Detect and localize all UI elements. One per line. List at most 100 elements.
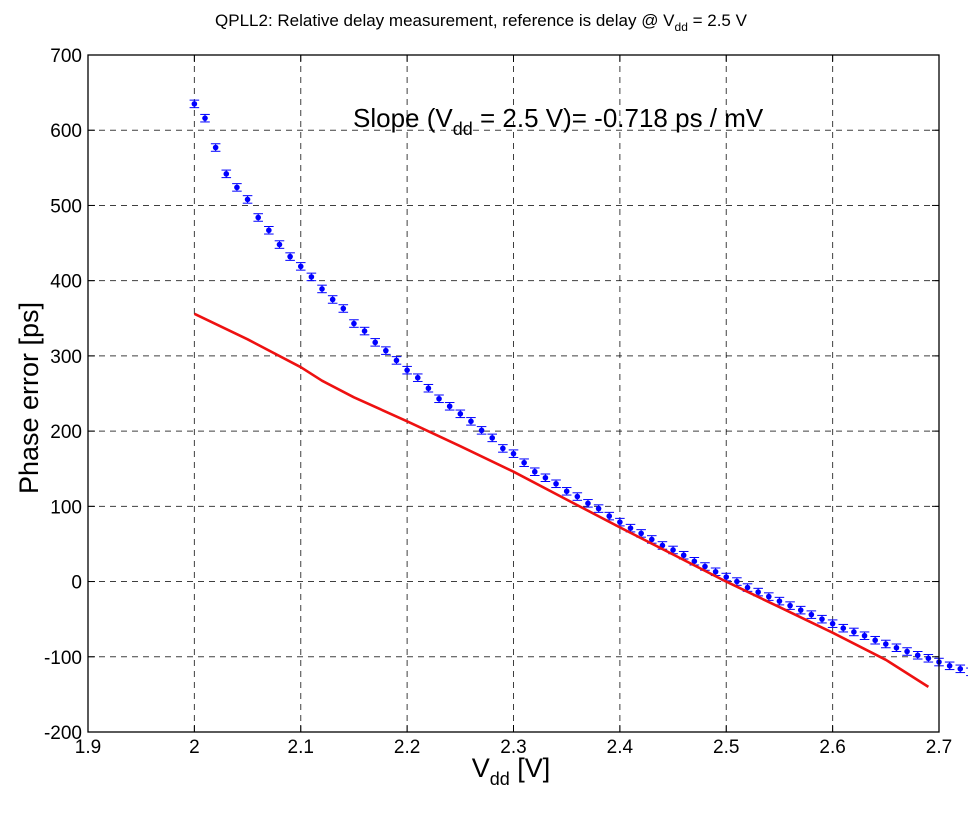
marker [776, 598, 783, 604]
data-point [923, 654, 934, 663]
x-tick-label: 2.5 [713, 737, 739, 758]
marker [585, 500, 591, 507]
data-point [285, 252, 295, 261]
data-point [540, 473, 551, 483]
y-tick-label: 200 [50, 422, 82, 443]
marker [808, 611, 815, 618]
y-tick-label: 600 [50, 121, 82, 142]
data-point [423, 383, 434, 393]
data-point [338, 304, 349, 313]
data-point [668, 545, 678, 555]
marker [787, 602, 793, 609]
y-tick-label: 400 [50, 272, 82, 293]
data-point [253, 213, 263, 222]
marker [383, 347, 389, 354]
marker [276, 241, 283, 248]
marker [468, 418, 474, 425]
data-point [551, 479, 561, 489]
marker [414, 374, 421, 381]
data-point [572, 492, 583, 501]
marker [755, 589, 761, 595]
data-point [625, 523, 636, 533]
slope-annotation: Slope (Vdd = 2.5 V)= -0.718 ps / mV [353, 103, 764, 139]
plot-series [189, 99, 968, 688]
data-point [838, 623, 849, 633]
data-point [498, 444, 508, 453]
data-point [306, 272, 317, 282]
marker [744, 584, 751, 591]
marker [393, 357, 400, 364]
data-point [944, 661, 955, 671]
x-axis-label: Vdd [V] [472, 753, 551, 789]
marker [531, 468, 538, 475]
x-tick-label: 1.9 [75, 737, 101, 758]
marker [234, 184, 240, 191]
data-point [370, 338, 380, 347]
marker [202, 115, 208, 121]
marker [574, 493, 581, 500]
data-point [710, 567, 721, 577]
x-tick-label: 2.3 [500, 737, 526, 758]
data-point [785, 601, 795, 610]
data-point [359, 326, 370, 336]
data-point [636, 529, 646, 538]
data-point [466, 417, 476, 426]
marker [361, 328, 368, 334]
data-point [412, 373, 423, 382]
marker [319, 286, 325, 292]
marker [212, 144, 219, 151]
data-point [232, 183, 242, 192]
data-point [912, 651, 923, 660]
marker [766, 593, 772, 600]
marker [723, 574, 730, 580]
data-point [200, 113, 210, 123]
marker [521, 459, 527, 466]
data-point [891, 643, 902, 653]
marker [542, 474, 549, 481]
marker [872, 637, 878, 644]
marker [340, 305, 347, 312]
marker [957, 666, 964, 672]
marker [563, 488, 570, 495]
marker [648, 536, 655, 543]
data-point [476, 426, 487, 435]
y-tick-label: 0 [71, 573, 82, 594]
data-point [742, 583, 753, 592]
marker [680, 552, 687, 559]
marker [712, 568, 719, 575]
marker [638, 530, 644, 537]
data-point [849, 627, 859, 637]
data-point [444, 402, 455, 411]
x-tick-label: 2.2 [394, 737, 420, 758]
data-point [317, 284, 327, 294]
marker [914, 652, 921, 659]
data-point [264, 226, 274, 235]
marker [191, 101, 198, 107]
reference-line [193, 312, 930, 688]
marker [946, 663, 953, 669]
marker [883, 641, 889, 647]
marker [404, 367, 410, 373]
data-point [274, 240, 285, 249]
marker [297, 263, 304, 270]
marker [500, 445, 506, 452]
marker [436, 395, 442, 402]
data-point [870, 635, 880, 645]
data-point [795, 605, 806, 615]
marker [287, 253, 293, 260]
data-point [381, 346, 391, 355]
data-point [806, 610, 817, 619]
y-tick-label: 700 [50, 46, 82, 67]
data-point [519, 458, 529, 467]
x-tick-label: 2.7 [926, 737, 952, 758]
data-point [955, 664, 966, 674]
marker [446, 403, 453, 410]
marker [478, 427, 485, 434]
marker [734, 578, 740, 585]
marker [255, 214, 261, 221]
marker [595, 505, 602, 512]
marker [819, 616, 825, 622]
data-point [881, 639, 891, 649]
marker [627, 525, 634, 531]
